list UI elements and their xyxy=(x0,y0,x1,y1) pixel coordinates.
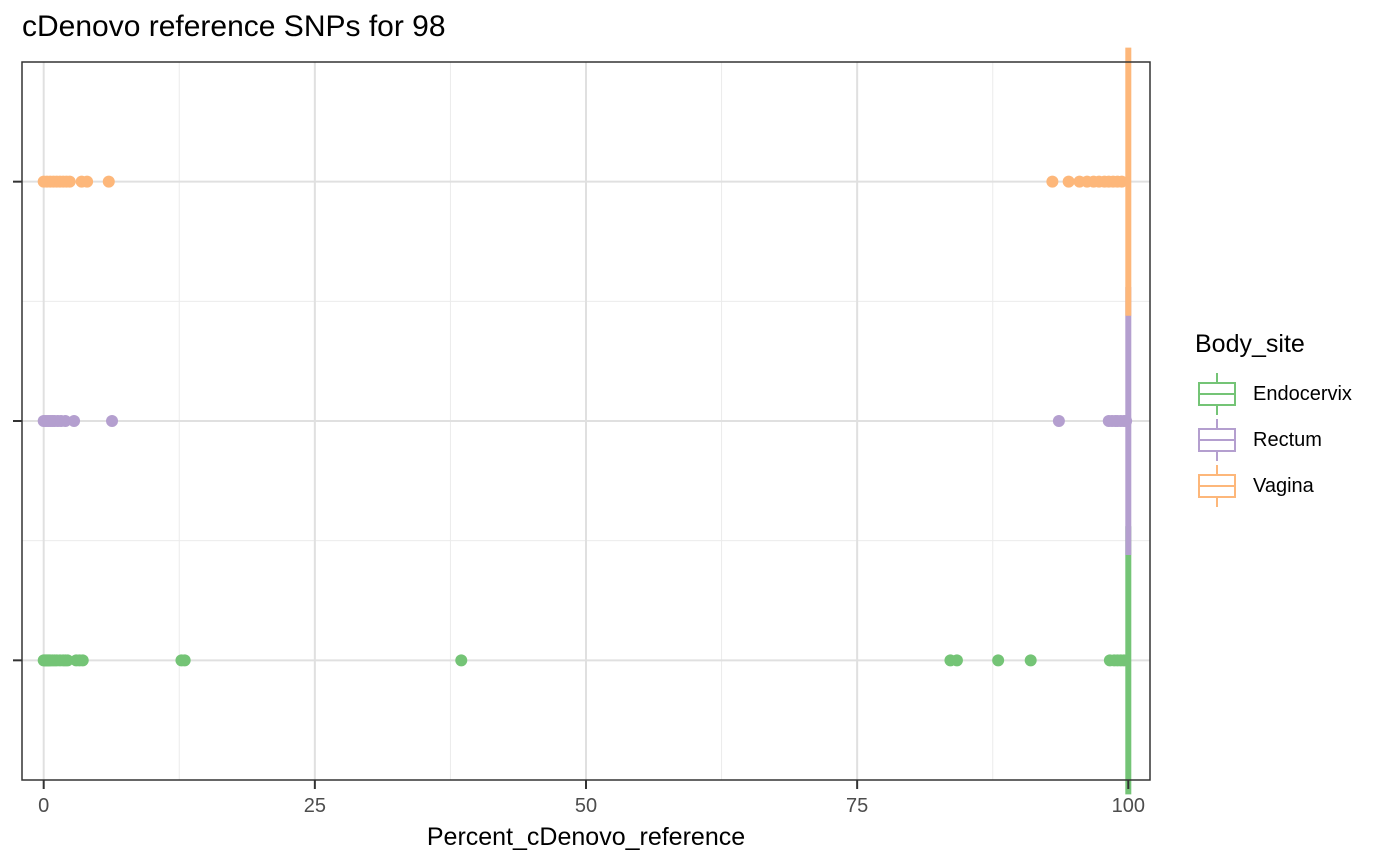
legend-title: Body_site xyxy=(1195,330,1305,358)
outlier-point xyxy=(455,654,468,667)
legend-label: Vagina xyxy=(1253,474,1314,497)
outlier-point xyxy=(1024,654,1037,667)
outlier-point xyxy=(63,175,76,188)
legend-items: Endocervix Rectum Vagina xyxy=(1195,371,1352,509)
chart-title: cDenovo reference SNPs for 98 xyxy=(22,10,446,43)
x-tick-label: 100 xyxy=(1112,795,1145,817)
outlier-point xyxy=(1062,175,1075,188)
legend-item-rectum: Rectum xyxy=(1195,417,1352,463)
outlier-point xyxy=(1115,175,1128,188)
legend-label: Endocervix xyxy=(1253,382,1352,405)
outlier-point xyxy=(992,654,1005,667)
outlier-point xyxy=(106,415,119,427)
x-tick-label: 0 xyxy=(38,795,49,817)
outlier-point xyxy=(1120,415,1133,427)
legend-item-endocervix: Endocervix xyxy=(1195,371,1352,417)
outlier-point xyxy=(61,654,74,667)
x-tick-label: 75 xyxy=(846,795,868,817)
legend-key-icon xyxy=(1198,419,1236,461)
legend-key-icon xyxy=(1198,465,1236,507)
legend-item-vagina: Vagina xyxy=(1195,463,1352,509)
outlier-point xyxy=(1046,175,1059,188)
outlier-point xyxy=(1117,654,1130,667)
outlier-point xyxy=(178,654,191,667)
outlier-point xyxy=(68,415,81,427)
x-axis-label: Percent_cDenovo_reference xyxy=(427,823,745,851)
outlier-point xyxy=(59,415,72,427)
outlier-point xyxy=(102,175,115,188)
legend: Body_site Endocervix Rectum Vagina xyxy=(1195,330,1352,509)
legend-key-icon xyxy=(1198,373,1236,415)
x-tick-label: 50 xyxy=(575,795,597,817)
outlier-point xyxy=(1052,415,1065,427)
outlier-point xyxy=(76,654,89,667)
outlier-point xyxy=(950,654,963,667)
x-tick-label: 25 xyxy=(304,795,326,817)
outlier-point xyxy=(81,175,94,188)
legend-label: Rectum xyxy=(1253,428,1322,451)
